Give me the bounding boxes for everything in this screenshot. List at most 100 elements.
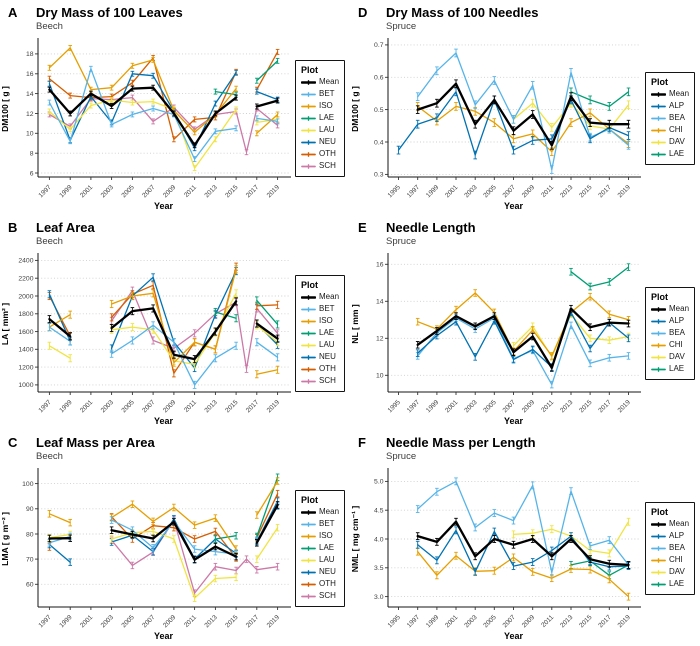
svg-text:2013: 2013 bbox=[559, 184, 575, 200]
panel-a-header: A Dry Mass of 100 Leaves bbox=[8, 5, 183, 20]
legend-title: Plot bbox=[651, 291, 668, 302]
legend-item-neu: NEU bbox=[301, 353, 339, 362]
svg-text:2013: 2013 bbox=[203, 399, 219, 415]
legend-label: OTH bbox=[319, 149, 336, 158]
legend-item-mean: Mean bbox=[301, 293, 339, 302]
panel-subtitle: Spruce bbox=[386, 21, 417, 32]
legend-swatch-mean bbox=[651, 521, 666, 527]
legend-item-chi: CHI bbox=[651, 341, 689, 350]
svg-text:1000: 1000 bbox=[18, 382, 33, 389]
legend-swatch-oth bbox=[301, 366, 316, 372]
legend-label: DAV bbox=[669, 137, 685, 146]
legend-swatch-iso bbox=[301, 103, 316, 109]
panel-title: Leaf Mass per Area bbox=[36, 435, 155, 450]
svg-text:2000: 2000 bbox=[18, 293, 33, 300]
legend-item-mean: Mean bbox=[651, 520, 689, 529]
svg-text:2011: 2011 bbox=[183, 614, 198, 629]
legend-box: Plot Mean BET ISO LAE LAU NEU OTH SCH bbox=[295, 59, 346, 177]
gridlines bbox=[388, 44, 639, 175]
svg-text:12: 12 bbox=[26, 111, 34, 118]
svg-text:2009: 2009 bbox=[521, 184, 537, 200]
legend-label: Mean bbox=[669, 519, 690, 528]
svg-text:2017: 2017 bbox=[245, 614, 261, 630]
svg-text:2003: 2003 bbox=[100, 399, 116, 415]
panel-subtitle: Spruce bbox=[386, 451, 417, 462]
svg-text:2007: 2007 bbox=[141, 184, 157, 200]
gridlines bbox=[388, 263, 639, 376]
legend-swatch-bea bbox=[651, 115, 666, 121]
svg-text:2009: 2009 bbox=[521, 399, 537, 415]
legend-swatch-lau bbox=[301, 342, 316, 348]
svg-text:2001: 2001 bbox=[444, 399, 460, 415]
legend-swatch-mean bbox=[301, 294, 316, 300]
panel-subtitle: Beech bbox=[36, 451, 63, 462]
legend-swatch-bea bbox=[651, 330, 666, 336]
legend-item-mean: Mean bbox=[301, 508, 339, 517]
legend-item-alp: ALP bbox=[651, 532, 689, 541]
legend-item-sch: SCH bbox=[301, 377, 339, 386]
series-lau bbox=[47, 97, 280, 171]
series-oth bbox=[47, 48, 280, 143]
legend-swatch-iso bbox=[301, 533, 316, 539]
svg-text:1997: 1997 bbox=[406, 614, 422, 630]
svg-text:2011: 2011 bbox=[183, 184, 198, 199]
svg-text:18: 18 bbox=[26, 51, 34, 58]
x-axis-label: Year bbox=[504, 201, 524, 211]
legend-item-dav: DAV bbox=[651, 568, 689, 577]
legend-label: Mean bbox=[319, 292, 340, 301]
panel-subtitle: Beech bbox=[36, 236, 63, 247]
svg-text:2009: 2009 bbox=[162, 614, 178, 630]
svg-text:2011: 2011 bbox=[183, 399, 198, 414]
legend-label: LAU bbox=[319, 555, 335, 564]
panel-subtitle: Beech bbox=[36, 21, 63, 32]
svg-text:2013: 2013 bbox=[559, 614, 575, 630]
svg-text:0.5: 0.5 bbox=[374, 107, 384, 114]
legend-swatch-oth bbox=[301, 151, 316, 157]
panel-label: B bbox=[8, 220, 18, 235]
panel-label: E bbox=[358, 220, 367, 235]
panel-title: Needle Length bbox=[386, 220, 476, 235]
legend-swatch-mean bbox=[651, 91, 666, 97]
legend-swatch-sch bbox=[301, 378, 316, 384]
legend-swatch-neu bbox=[301, 569, 316, 575]
y-axis-label: DM100 [ g ] bbox=[0, 86, 10, 132]
svg-text:12: 12 bbox=[376, 336, 384, 343]
x-axis-label: Year bbox=[504, 416, 524, 426]
legend-item-bet: BET bbox=[301, 305, 339, 314]
legend-item-oth: OTH bbox=[301, 580, 339, 589]
svg-text:2013: 2013 bbox=[203, 184, 219, 200]
svg-text:2013: 2013 bbox=[203, 614, 219, 630]
x-axis-label: Year bbox=[154, 416, 174, 426]
svg-text:10: 10 bbox=[26, 131, 34, 138]
legend-label: CHI bbox=[669, 340, 683, 349]
legend-item-alp: ALP bbox=[651, 102, 689, 111]
svg-text:2009: 2009 bbox=[521, 614, 537, 630]
x-axis-label: Year bbox=[154, 201, 174, 211]
panel-title: Dry Mass of 100 Needles bbox=[386, 5, 539, 20]
legend-swatch-dav bbox=[651, 354, 666, 360]
legend-item-lae: LAE bbox=[301, 544, 339, 553]
legend-swatch-lae bbox=[651, 581, 666, 587]
legend-item-lau: LAU bbox=[301, 556, 339, 565]
svg-text:1995: 1995 bbox=[387, 399, 403, 415]
svg-text:2015: 2015 bbox=[224, 399, 240, 415]
legend-swatch-lae bbox=[651, 366, 666, 372]
axes: 6 8 10 12 14 16 18 1997 1999 2001 2003 2005 2007 2009… bbox=[26, 38, 291, 199]
legend-item-lae: LAE bbox=[651, 580, 689, 589]
legend-swatch-dav bbox=[651, 569, 666, 575]
y-axis-label: NML [ mg cm⁻¹ ] bbox=[350, 506, 360, 573]
series-mean bbox=[415, 517, 631, 569]
svg-text:2017: 2017 bbox=[245, 184, 261, 200]
svg-text:1997: 1997 bbox=[37, 184, 53, 200]
legend-label: LAE bbox=[319, 543, 335, 552]
legend-label: BET bbox=[319, 304, 335, 313]
legend-label: ALP bbox=[669, 101, 685, 110]
svg-text:1995: 1995 bbox=[387, 614, 403, 630]
svg-text:2017: 2017 bbox=[597, 614, 613, 630]
legend-swatch-iso bbox=[301, 318, 316, 324]
panel-title: Leaf Area bbox=[36, 220, 95, 235]
svg-text:2019: 2019 bbox=[266, 184, 282, 200]
svg-text:2007: 2007 bbox=[502, 184, 518, 200]
legend-item-bea: BEA bbox=[651, 544, 689, 553]
panel-f-header: F Needle Mass per Length bbox=[358, 435, 536, 450]
